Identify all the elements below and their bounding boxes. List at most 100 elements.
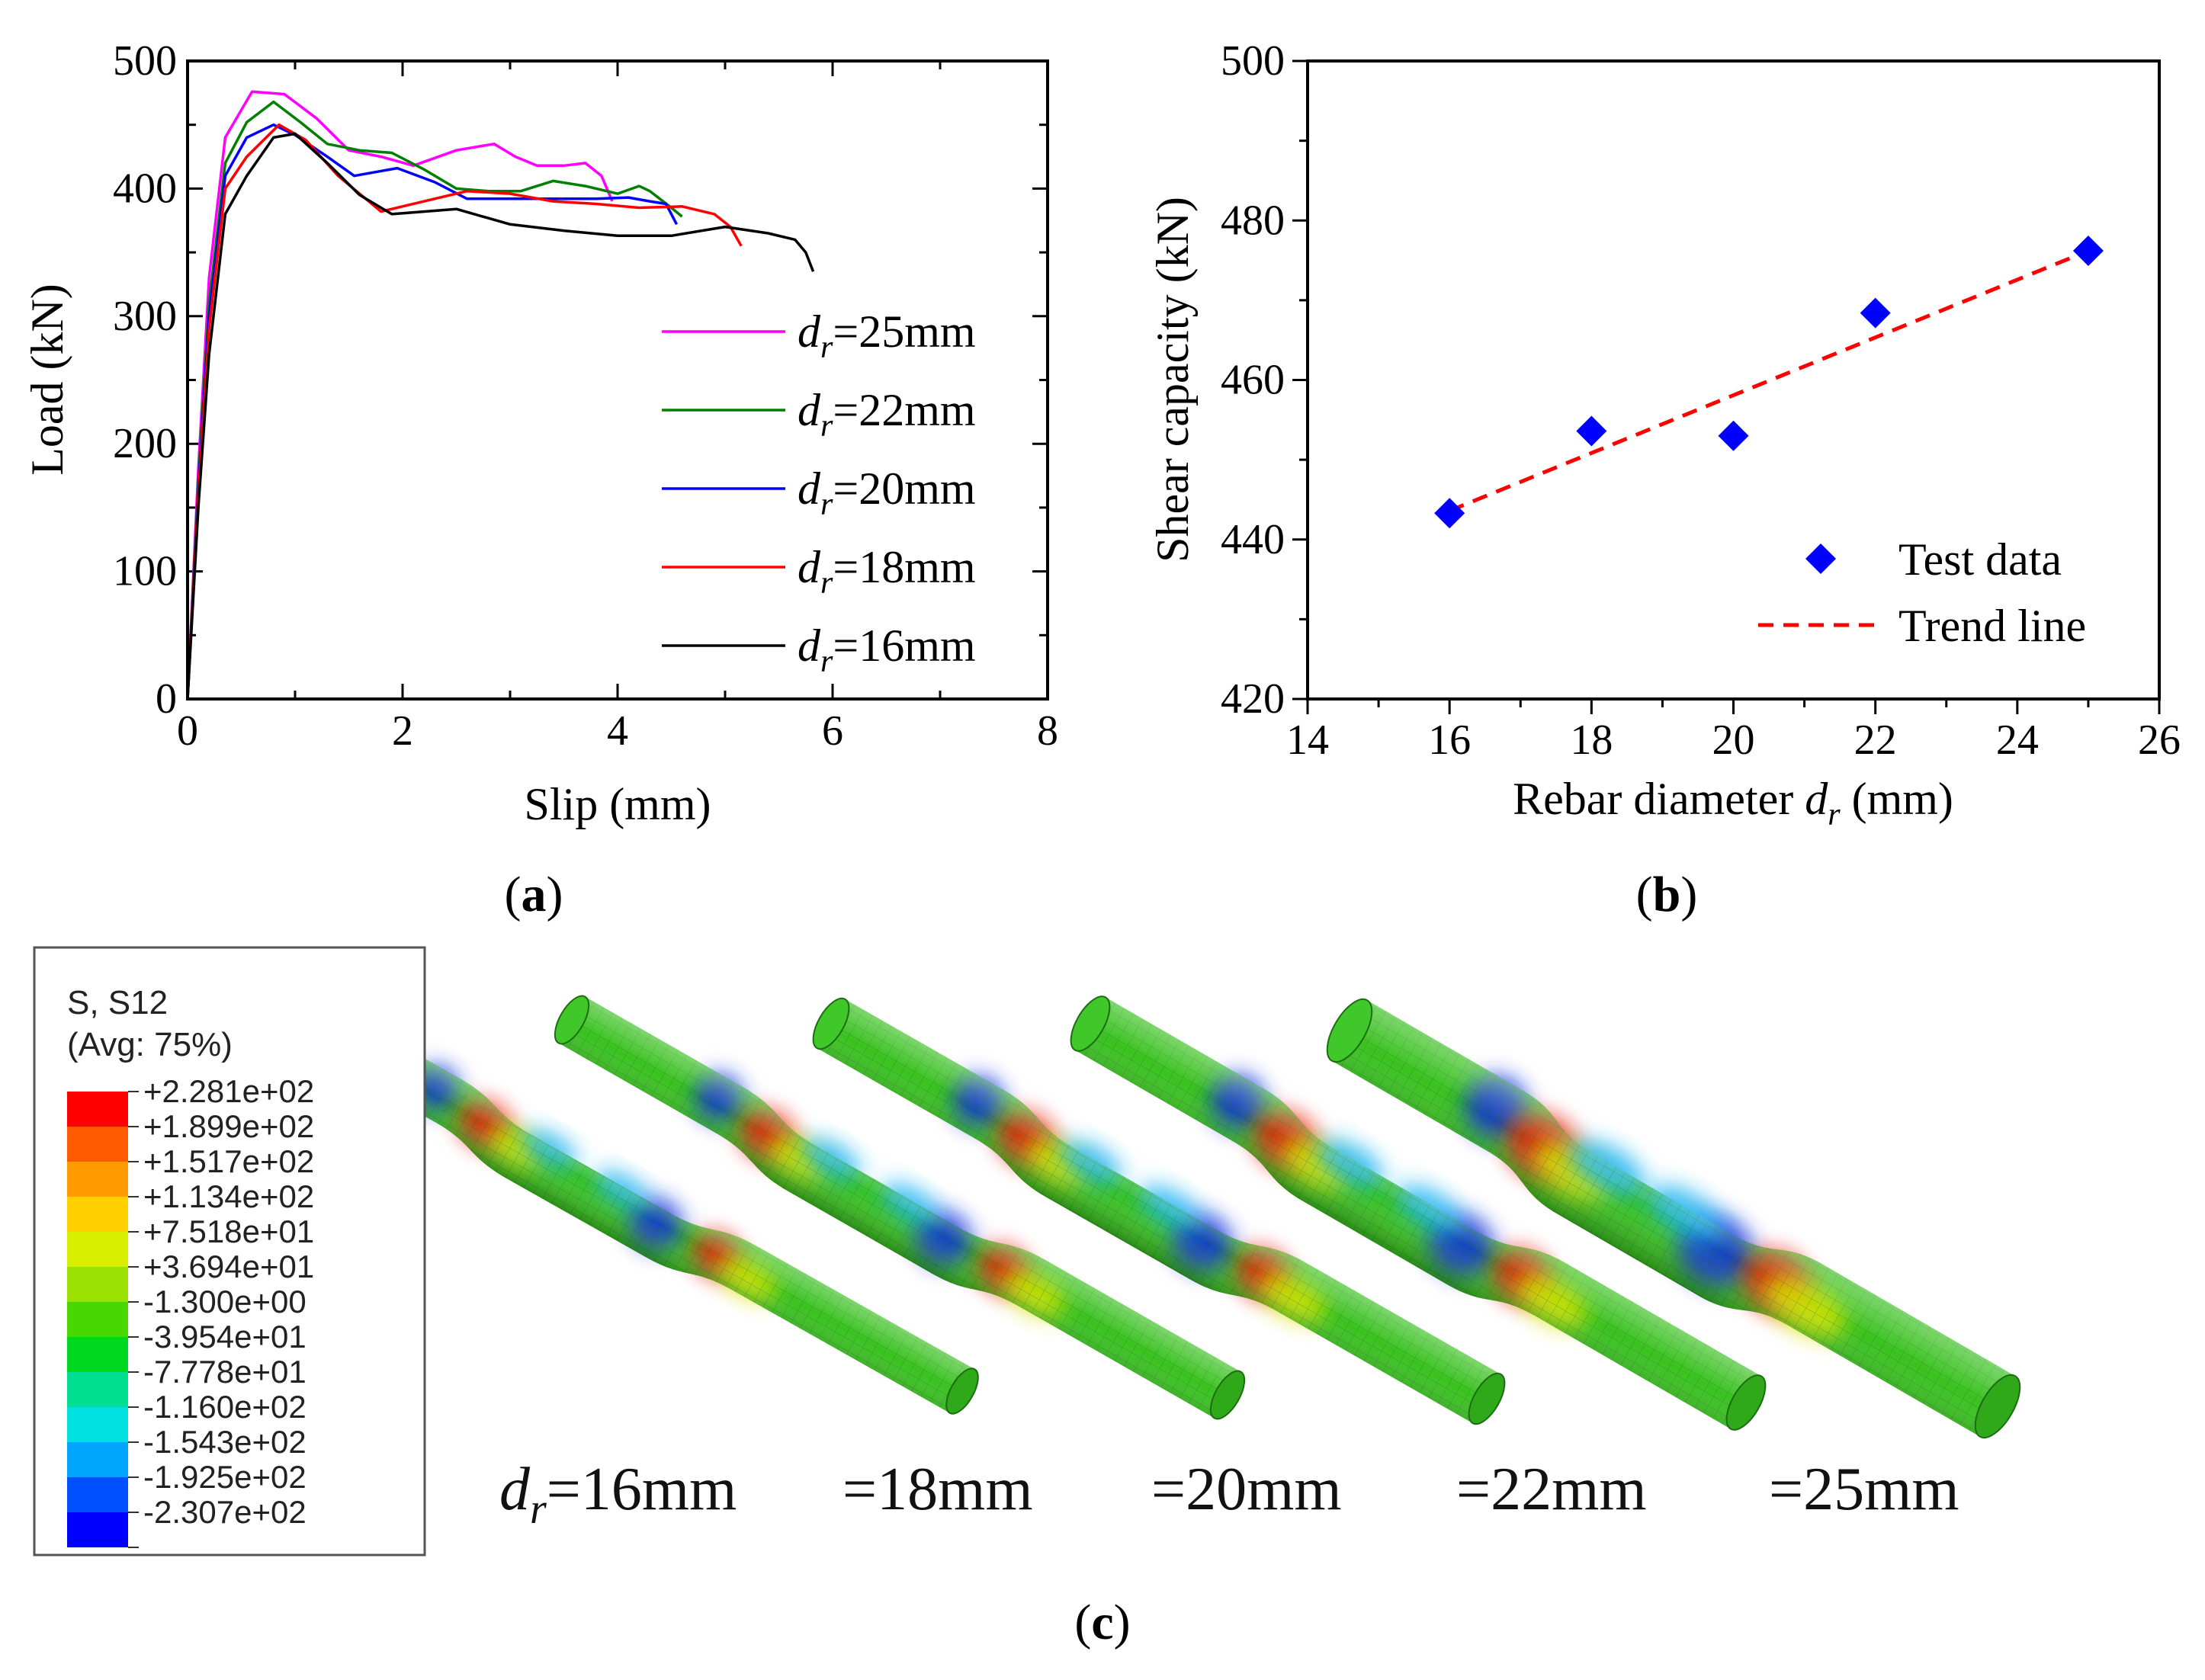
panel-a-load-slip-chart: 0 2 4 6 8 0 100 200 300 400 500 Slip (mm) Load (kN…: [22, 37, 1058, 922]
panel-a-series: [186, 90, 815, 700]
diameter-label: =25mm: [1769, 1456, 1959, 1523]
rebar-model: [1326, 998, 2021, 1439]
x-tick-label: 4: [607, 707, 628, 755]
x-tick-label: 22: [1854, 717, 1897, 764]
contour-color-swatch: [67, 1337, 128, 1372]
panel-b-x-axis-label: Rebar diameter dr (mm): [1513, 774, 1953, 832]
test-data-point: [1718, 420, 1749, 451]
rebar-end-cap: [945, 1367, 979, 1415]
panel-a-tick-labels: 0 2 4 6 8 0 100 200 300 400 500: [113, 37, 1058, 755]
rebar-end-cap: [1468, 1372, 1506, 1425]
rebar-start-cap: [1326, 998, 1373, 1063]
contour-color-swatch: [67, 1407, 128, 1442]
contour-color-swatch: [67, 1267, 128, 1302]
test-data-point: [1434, 498, 1465, 529]
trend-line: [1449, 248, 2089, 513]
contour-scale-value: -7.778e+01: [143, 1354, 307, 1390]
contour-color-swatch: [67, 1442, 128, 1477]
y-tick-label: 420: [1221, 675, 1285, 723]
series-line-16mm: [186, 132, 815, 700]
y-tick-label: 300: [113, 293, 177, 340]
contour-scale-value: +7.518e+01: [143, 1214, 314, 1249]
legend-label-trend-line: Trend line: [1898, 601, 2086, 651]
rebar-model: [812, 997, 1506, 1425]
panel-b-tick-labels: 14 16 18 20 22 24 26 420 440 460 480 500: [1221, 37, 2181, 764]
x-tick-label: 6: [822, 707, 843, 755]
panel-c-diameter-labels: dr=16mm =18mm =20mm =22mm =25mm: [499, 1456, 1959, 1533]
contour-color-swatch: [67, 1477, 128, 1512]
legend-entry-label: dr=20mm: [798, 463, 976, 522]
diameter-label: =22mm: [1456, 1456, 1647, 1523]
panel-c-contour-legend: S, S12 (Avg: 75%) +2.281e+02+1.899e+02+1…: [33, 946, 426, 1557]
panel-b-frame: [1306, 59, 2161, 701]
x-tick-label: 14: [1286, 717, 1329, 764]
legend-marker-test-data: [1805, 543, 1836, 574]
y-tick-label: 460: [1221, 357, 1285, 404]
rebar-shading: [817, 999, 1501, 1424]
y-tick-label: 480: [1221, 197, 1285, 244]
rebar-shading: [558, 996, 1241, 1419]
panel-a-y-axis-label: Load (kN): [22, 284, 72, 476]
test-data-point: [1576, 415, 1607, 447]
x-tick-label: 8: [1037, 707, 1058, 755]
series-line-22mm: [186, 100, 683, 700]
test-data-point: [1860, 297, 1891, 329]
rebar-start-cap: [812, 997, 850, 1050]
rebar-start-cap: [1070, 995, 1111, 1052]
rebar-shading: [1074, 997, 1762, 1429]
contour-scale-value: +1.517e+02: [143, 1143, 314, 1179]
contour-color-swatch: [67, 1232, 128, 1267]
contour-color-scale: +2.281e+02+1.899e+02+1.517e+02+1.134e+02…: [67, 1073, 314, 1548]
rebar-body: [1326, 998, 2021, 1439]
panel-a-ticks: [186, 59, 1049, 701]
series-line-18mm: [186, 123, 743, 700]
rebar-end-cap: [1209, 1370, 1246, 1420]
panel-b-legend: Test data Trend line: [1758, 534, 2086, 651]
rebar-model: [284, 994, 979, 1415]
contour-color-swatch: [67, 1197, 128, 1232]
contour-scale-value: -1.300e+00: [143, 1284, 307, 1319]
x-tick-label: 18: [1570, 717, 1613, 764]
panel-b-ticks: [1292, 59, 2161, 714]
contour-legend-title: S, S12: [67, 984, 168, 1021]
legend-entry-label: dr=25mm: [798, 306, 976, 365]
rebar-shading: [1331, 1000, 2016, 1437]
x-tick-label: 16: [1428, 717, 1471, 764]
x-tick-label: 0: [177, 707, 198, 755]
contour-color-swatch: [67, 1512, 128, 1547]
contour-scale-value: -2.307e+02: [143, 1494, 307, 1530]
diameter-label: dr=16mm: [499, 1456, 737, 1533]
legend-entry-label: dr=16mm: [798, 620, 976, 679]
diameter-label: =20mm: [1151, 1456, 1342, 1523]
legend-entry-label: dr=18mm: [798, 542, 976, 601]
series-line-20mm: [186, 123, 679, 700]
y-tick-label: 0: [156, 675, 177, 723]
rebar-model: [1070, 995, 1767, 1431]
panel-b-y-axis-label: Shear capacity (kN): [1147, 197, 1198, 563]
rebar-shading: [288, 995, 975, 1413]
contour-color-swatch: [67, 1372, 128, 1407]
y-tick-label: 100: [113, 548, 177, 595]
x-tick-label: 24: [1996, 717, 2039, 764]
contour-scale-value: +2.281e+02: [143, 1073, 314, 1109]
x-tick-label: 2: [392, 707, 413, 755]
panel-c-stress-contour: S, S12 (Avg: 75%) +2.281e+02+1.899e+02+1…: [33, 946, 2021, 1650]
contour-scale-value: -1.543e+02: [143, 1424, 307, 1460]
test-data-point: [2072, 236, 2104, 267]
contour-scale-value: +3.694e+01: [143, 1249, 314, 1284]
panel-b-series: [1434, 236, 2104, 529]
contour-scale-value: +1.899e+02: [143, 1108, 314, 1144]
x-tick-label: 26: [2138, 717, 2181, 764]
panel-a-x-axis-label: Slip (mm): [524, 779, 711, 829]
panel-a-frame: [186, 59, 1049, 701]
contour-legend-subtitle: (Avg: 75%): [67, 1026, 233, 1063]
y-tick-label: 400: [113, 165, 177, 212]
rebar-body: [284, 994, 979, 1415]
contour-color-swatch: [67, 1127, 128, 1162]
panel-c-rebar-models: [284, 994, 2021, 1439]
rebar-body: [812, 997, 1506, 1425]
y-tick-label: 500: [113, 37, 177, 85]
rebar-start-cap: [554, 995, 590, 1045]
contour-color-swatch: [67, 1162, 128, 1197]
